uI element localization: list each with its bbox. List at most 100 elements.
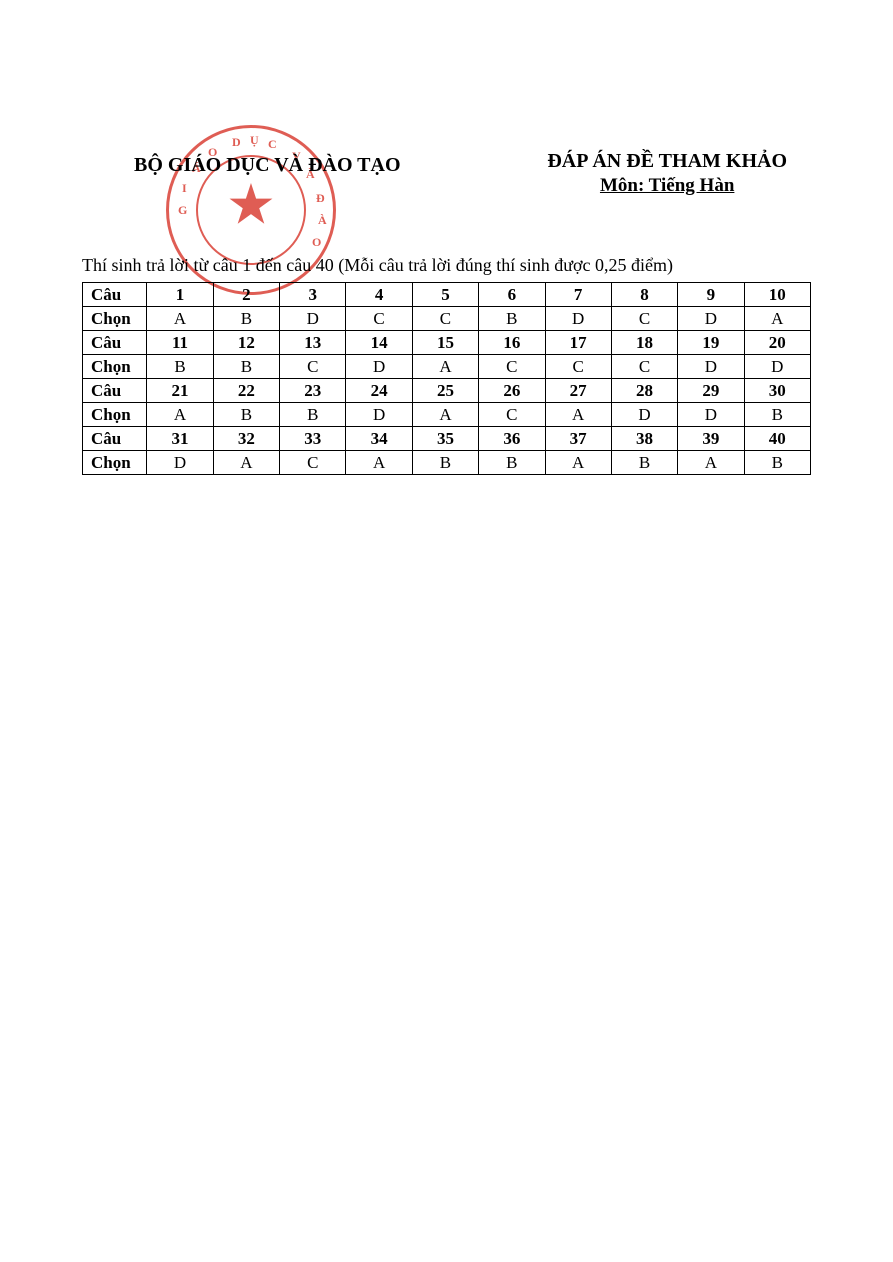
- question-number: 33: [280, 427, 346, 451]
- row-label-choice: Chọn: [83, 355, 147, 379]
- answer-value: A: [412, 355, 478, 379]
- question-number: 10: [744, 283, 810, 307]
- answer-value: B: [280, 403, 346, 427]
- answer-value: B: [611, 451, 677, 475]
- question-number: 31: [147, 427, 213, 451]
- table-row: Câu12345678910: [83, 283, 811, 307]
- table-row: ChọnABBDACADDB: [83, 403, 811, 427]
- answer-value: A: [412, 403, 478, 427]
- answer-value: D: [346, 403, 412, 427]
- answer-value: A: [213, 451, 279, 475]
- question-number: 28: [611, 379, 677, 403]
- question-number: 16: [479, 331, 545, 355]
- answer-value: A: [744, 307, 810, 331]
- question-number: 4: [346, 283, 412, 307]
- question-number: 27: [545, 379, 611, 403]
- question-number: 35: [412, 427, 478, 451]
- table-row: ChọnBBCDACCCDD: [83, 355, 811, 379]
- row-label-question: Câu: [83, 331, 147, 355]
- question-number: 29: [678, 379, 744, 403]
- question-number: 21: [147, 379, 213, 403]
- question-number: 18: [611, 331, 677, 355]
- document-header: BỘ GIÁO DỤC VÀ ĐÀO TẠO ĐÁP ÁN ĐỀ THAM KH…: [82, 140, 811, 197]
- answer-key-title: ĐÁP ÁN ĐỀ THAM KHẢO: [547, 150, 787, 173]
- answer-key-title-block: ĐÁP ÁN ĐỀ THAM KHẢO Môn: Tiếng Hàn: [547, 150, 787, 197]
- question-number: 14: [346, 331, 412, 355]
- question-number: 22: [213, 379, 279, 403]
- answer-value: B: [147, 355, 213, 379]
- question-number: 13: [280, 331, 346, 355]
- question-number: 11: [147, 331, 213, 355]
- answer-value: D: [147, 451, 213, 475]
- answer-value: C: [280, 355, 346, 379]
- question-number: 15: [412, 331, 478, 355]
- answer-value: B: [213, 403, 279, 427]
- table-row: ChọnDACABBABAB: [83, 451, 811, 475]
- answer-value: C: [611, 355, 677, 379]
- question-number: 2: [213, 283, 279, 307]
- answer-value: C: [280, 451, 346, 475]
- row-label-question: Câu: [83, 379, 147, 403]
- table-row: ChọnABDCCBDCDA: [83, 307, 811, 331]
- row-label-question: Câu: [83, 427, 147, 451]
- question-number: 36: [479, 427, 545, 451]
- row-label-choice: Chọn: [83, 307, 147, 331]
- answer-value: A: [147, 307, 213, 331]
- question-number: 8: [611, 283, 677, 307]
- answer-value: B: [479, 451, 545, 475]
- seal-letter: G: [178, 203, 187, 218]
- answer-value: C: [346, 307, 412, 331]
- answer-value: A: [346, 451, 412, 475]
- answer-value: B: [213, 355, 279, 379]
- question-number: 7: [545, 283, 611, 307]
- answer-value: A: [678, 451, 744, 475]
- answer-value: D: [744, 355, 810, 379]
- answer-value: D: [611, 403, 677, 427]
- answer-value: C: [479, 355, 545, 379]
- question-number: 38: [611, 427, 677, 451]
- answer-value: C: [611, 307, 677, 331]
- row-label-choice: Chọn: [83, 403, 147, 427]
- seal-letter: O: [312, 235, 321, 250]
- question-number: 23: [280, 379, 346, 403]
- question-number: 12: [213, 331, 279, 355]
- question-number: 32: [213, 427, 279, 451]
- answer-value: D: [280, 307, 346, 331]
- answer-value: B: [744, 403, 810, 427]
- question-number: 9: [678, 283, 744, 307]
- answer-value: C: [412, 307, 478, 331]
- table-row: Câu11121314151617181920: [83, 331, 811, 355]
- answer-value: A: [545, 403, 611, 427]
- question-number: 30: [744, 379, 810, 403]
- answer-value: A: [147, 403, 213, 427]
- question-number: 40: [744, 427, 810, 451]
- question-number: 37: [545, 427, 611, 451]
- seal-letter: À: [318, 213, 327, 228]
- answer-value: B: [412, 451, 478, 475]
- row-label-question: Câu: [83, 283, 147, 307]
- answer-value: B: [479, 307, 545, 331]
- question-number: 17: [545, 331, 611, 355]
- row-label-choice: Chọn: [83, 451, 147, 475]
- question-number: 26: [479, 379, 545, 403]
- ministry-title: BỘ GIÁO DỤC VÀ ĐÀO TẠO: [134, 154, 401, 177]
- answer-value: C: [479, 403, 545, 427]
- question-number: 6: [479, 283, 545, 307]
- answer-table: Câu12345678910ChọnABDCCBDCDACâu111213141…: [82, 282, 811, 475]
- answer-value: D: [545, 307, 611, 331]
- answer-value: B: [744, 451, 810, 475]
- question-number: 25: [412, 379, 478, 403]
- question-number: 19: [678, 331, 744, 355]
- question-number: 24: [346, 379, 412, 403]
- answer-value: D: [678, 355, 744, 379]
- question-number: 39: [678, 427, 744, 451]
- answer-value: D: [678, 403, 744, 427]
- instruction-text: Thí sinh trả lời từ câu 1 đến câu 40 (Mỗ…: [82, 255, 811, 276]
- answer-value: B: [213, 307, 279, 331]
- question-number: 3: [280, 283, 346, 307]
- answer-value: A: [545, 451, 611, 475]
- answer-value: D: [678, 307, 744, 331]
- question-number: 20: [744, 331, 810, 355]
- subject-title: Môn: Tiếng Hàn: [547, 175, 787, 197]
- question-number: 5: [412, 283, 478, 307]
